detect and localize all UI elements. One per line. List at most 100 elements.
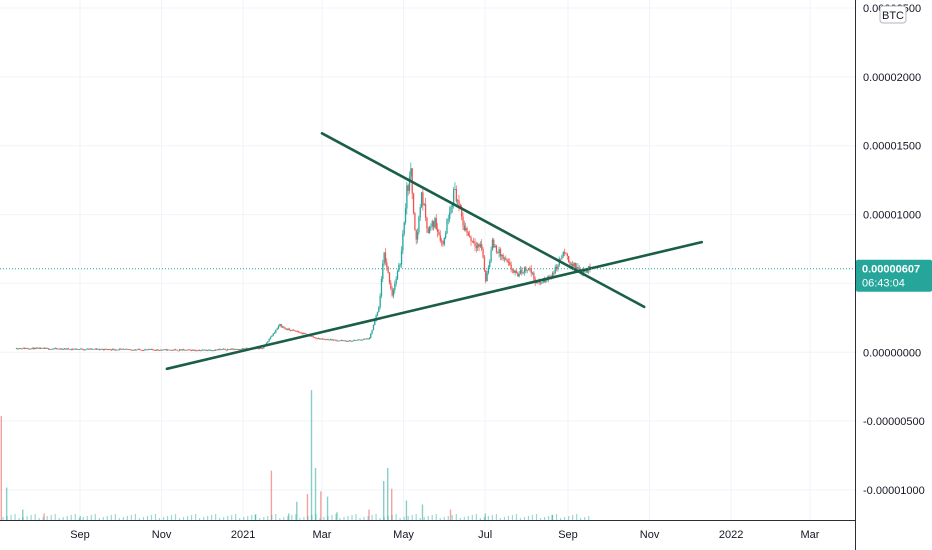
candle-body [400, 250, 403, 265]
volume-bar [82, 517, 84, 520]
currency-badge[interactable] [879, 5, 907, 24]
candle-body [144, 349, 146, 351]
volume-bar [194, 514, 197, 520]
candle-body [320, 338, 322, 340]
candle-body [493, 239, 495, 248]
candle-body [272, 333, 274, 336]
candle-body [29, 348, 31, 350]
candle-body [327, 339, 329, 341]
candle-body [445, 233, 447, 238]
candle-body [354, 340, 356, 341]
volume-bar [295, 514, 297, 520]
volume-bar [584, 517, 586, 520]
trendlines[interactable] [165, 132, 704, 371]
candle-body [102, 349, 105, 350]
candle-body [387, 267, 389, 273]
volume-bar [382, 481, 385, 520]
candle-body [173, 349, 175, 351]
candle-body [200, 350, 202, 352]
x-tick-label: Nov [152, 529, 172, 541]
volume-bar [559, 518, 562, 520]
volume-bar [459, 518, 461, 520]
volume-bar [539, 518, 542, 520]
candle-body [403, 222, 405, 234]
candle-body [586, 270, 589, 273]
candle-body [100, 349, 102, 351]
candle-body [495, 245, 498, 253]
candle-body [370, 333, 372, 338]
candle-body [82, 349, 84, 351]
volume-bar [326, 496, 329, 520]
candle-body [145, 349, 147, 351]
candle-body [221, 349, 224, 351]
volume-bar [118, 518, 120, 520]
candle-body [465, 228, 467, 231]
candle-body [197, 350, 199, 351]
volume-bar [110, 515, 112, 520]
candle-body [510, 264, 512, 270]
candle-body [39, 347, 42, 349]
candle-body [380, 278, 383, 296]
candle-body [331, 339, 333, 341]
candle-body [50, 348, 52, 350]
candle-body [511, 269, 514, 271]
candle-body [178, 349, 181, 351]
candle-body [281, 326, 284, 328]
candle-body [347, 340, 349, 342]
volume-bar [359, 518, 361, 520]
ascending-trendline[interactable] [165, 240, 704, 371]
candle-body [451, 204, 453, 207]
candle-body [26, 348, 28, 350]
candle-body [201, 349, 203, 351]
volume-bar [311, 515, 313, 520]
descending-trendline[interactable] [320, 132, 646, 309]
candle-body [297, 331, 300, 333]
candle-body [108, 349, 110, 350]
candle-body [412, 193, 415, 213]
candle-body [474, 242, 476, 247]
candle-body [257, 348, 260, 349]
volume-bar [427, 516, 429, 520]
candle-body [78, 349, 80, 350]
candle-body [526, 269, 528, 271]
candle-body [585, 269, 587, 273]
candle-body [21, 348, 23, 350]
candle-body [265, 342, 268, 345]
candle-body [458, 200, 460, 206]
volume-bar [371, 515, 373, 520]
candle-body [65, 348, 67, 350]
volume-bar [126, 516, 128, 520]
candle-body [181, 349, 183, 351]
candle-body [279, 324, 281, 326]
candle-body [133, 349, 135, 351]
candle-body [518, 273, 520, 277]
volume-bar [54, 514, 56, 520]
candle-body [205, 349, 207, 351]
candle-body [296, 331, 298, 333]
candle-body [442, 241, 444, 245]
volume-bar [310, 390, 313, 520]
volume-bar [327, 516, 329, 520]
volume-bar [314, 468, 317, 520]
candle-body [292, 329, 294, 331]
candle-body [438, 231, 440, 236]
candle-body [101, 349, 103, 350]
candle-body [332, 339, 334, 341]
volume-bar [255, 514, 257, 520]
candle-body [326, 339, 328, 340]
x-tick-label: May [393, 529, 414, 541]
candle-body [376, 312, 379, 316]
x-tick-label: Mar [313, 529, 332, 541]
candle-body [172, 349, 174, 351]
candle-body [170, 349, 173, 351]
candle-body [529, 268, 531, 269]
volume-bar [479, 518, 481, 520]
candle-body [276, 328, 278, 330]
candle-body [447, 219, 449, 220]
volume-bar [78, 518, 80, 520]
candle-body [344, 340, 347, 342]
candle-body [428, 226, 431, 233]
volume-bar [106, 516, 108, 520]
candle-body [285, 328, 288, 330]
